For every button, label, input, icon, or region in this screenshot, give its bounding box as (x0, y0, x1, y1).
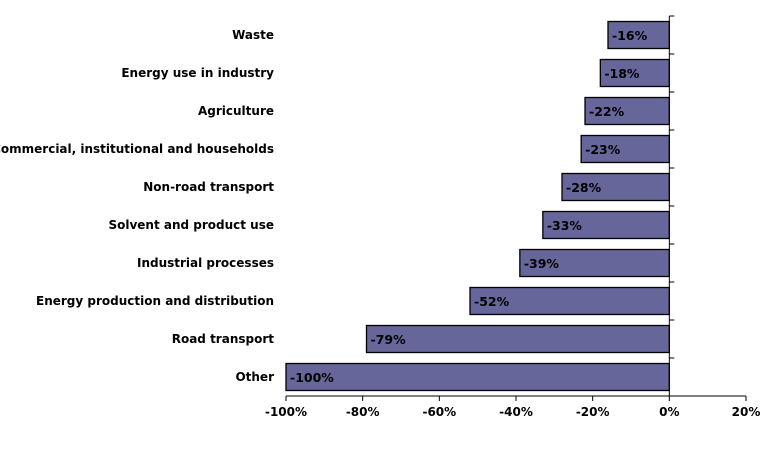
category-label-energy-use-in-industry: Energy use in industry (121, 66, 274, 80)
x-tick-label: -80% (346, 405, 380, 419)
data-label-commercial-institutional-and-households: -23% (585, 142, 621, 157)
bar-non-road-transport (561, 172, 670, 202)
data-label-energy-production-and-distribution: -52% (474, 294, 510, 309)
category-label-waste: Waste (232, 28, 274, 42)
labels-layer: -16% Waste -18% Energy use in industry -22% A… (0, 28, 760, 419)
category-label-non-road-transport: Non-road transport (143, 180, 274, 194)
category-label-solvent-and-product-use: Solvent and product use (108, 218, 274, 232)
x-tick-label: -60% (422, 405, 456, 419)
x-tick-label: -20% (576, 405, 610, 419)
bars-layer (285, 20, 670, 392)
bar-waste (607, 20, 670, 50)
category-label-commercial-institutional-and-households: Commercial, institutional and households (0, 142, 274, 156)
bar-industrial-processes (519, 248, 670, 278)
data-label-agriculture: -22% (589, 104, 625, 119)
data-label-other: -100% (290, 370, 334, 385)
x-tick-label: -100% (265, 405, 307, 419)
bar-road-transport (365, 324, 670, 354)
data-label-industrial-processes: -39% (524, 256, 560, 271)
category-label-other: Other (235, 370, 274, 384)
category-label-road-transport: Road transport (172, 332, 275, 346)
x-tick-label: 20% (732, 405, 761, 419)
category-label-agriculture: Agriculture (198, 104, 274, 118)
bar-energy-production-and-distribution (469, 286, 670, 316)
data-label-road-transport: -79% (371, 332, 407, 347)
bar-other (285, 362, 670, 392)
data-label-waste: -16% (612, 28, 648, 43)
bar-agriculture (584, 96, 670, 126)
x-tick-label: 0% (659, 405, 679, 419)
category-label-energy-production-and-distribution: Energy production and distribution (36, 294, 274, 308)
data-label-non-road-transport: -28% (566, 180, 602, 195)
bar-solvent-and-product-use (542, 210, 670, 240)
bar-energy-use-in-industry (599, 58, 670, 88)
axes-layer (285, 15, 747, 401)
x-tick-label: -40% (499, 405, 533, 419)
data-label-solvent-and-product-use: -33% (547, 218, 583, 233)
data-label-energy-use-in-industry: -18% (604, 66, 640, 81)
category-label-industrial-processes: Industrial processes (137, 256, 274, 270)
